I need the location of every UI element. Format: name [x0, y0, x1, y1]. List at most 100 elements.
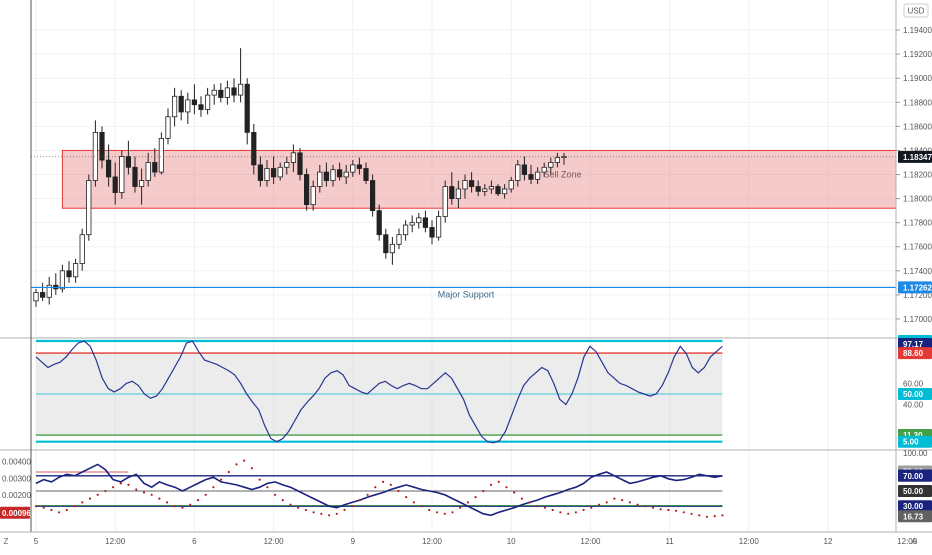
indicator-dot — [266, 486, 269, 489]
candle — [198, 104, 204, 110]
time-tick-label: 5 — [34, 537, 39, 546]
time-tick-label: 12:00 — [105, 537, 126, 546]
indicator-dot — [482, 489, 485, 493]
candle — [402, 224, 409, 236]
candle — [191, 99, 197, 106]
candle — [244, 83, 250, 133]
price-tick-label: 1.17200 — [903, 291, 932, 300]
indicator-main-line — [35, 463, 723, 517]
price-tick-label: 1.17000 — [903, 315, 932, 324]
candle — [224, 87, 230, 98]
indicator-dot — [50, 508, 53, 512]
indicator-dot — [412, 501, 415, 504]
indicator-dot — [204, 493, 207, 496]
indicator-level-badge[interactable] — [898, 500, 932, 513]
time-tick-label: 12 — [824, 537, 833, 546]
last-price-badge[interactable] — [898, 150, 932, 163]
indicator-dot — [613, 497, 616, 500]
candle — [455, 188, 462, 199]
oscillator-tick-label: 40.00 — [903, 401, 924, 410]
indicator-left-tick-label: 0.00400 — [2, 457, 31, 466]
candle — [264, 168, 270, 181]
indicator-level-badge[interactable] — [898, 510, 932, 523]
indicator-dot — [235, 463, 238, 466]
candle — [389, 243, 396, 254]
price-axis[interactable]: 1.194001.192001.190001.188001.186001.184… — [896, 26, 932, 324]
indicator-dot — [358, 499, 361, 502]
indicator-dot — [690, 512, 693, 515]
indicator-dot — [698, 514, 701, 517]
indicator-axis[interactable]: 0.004000.003000.002000.00096100.0075.607… — [0, 449, 932, 523]
candle — [290, 152, 297, 163]
indicator-dot — [166, 501, 169, 504]
candle — [46, 284, 52, 298]
candle — [369, 180, 376, 212]
indicator-dot — [42, 506, 45, 509]
candle — [171, 95, 178, 118]
sell-zone-label: Sell Zone — [544, 169, 582, 179]
candle — [152, 162, 158, 173]
price-tick-label: 1.17800 — [903, 219, 932, 228]
candle — [409, 222, 415, 226]
indicator-left-badge[interactable] — [0, 506, 30, 519]
indicator-dot — [243, 459, 246, 462]
support-price-badge[interactable] — [898, 281, 932, 294]
candle — [204, 94, 211, 110]
candle — [442, 186, 448, 218]
oscillator-level-badge[interactable] — [898, 347, 932, 360]
candle — [112, 176, 118, 193]
indicator-dot — [705, 515, 709, 518]
indicator-left-badge-value: 0.00096 — [2, 509, 31, 518]
oscillator-level-badge[interactable] — [898, 337, 932, 350]
oscillator-level-value: 88.60 — [903, 349, 924, 358]
candle — [488, 186, 495, 190]
indicator-dot — [304, 508, 307, 512]
indicator-dot — [227, 470, 230, 474]
indicator-dot — [682, 511, 685, 514]
oscillator-axis[interactable]: 100.0060.0040.00100.0097.1788.6050.0011.… — [898, 335, 932, 448]
sell-zone-rect[interactable] — [61, 149, 897, 209]
candle — [106, 159, 112, 178]
indicator-level-value: 16.73 — [903, 512, 924, 521]
indicator-dot — [258, 478, 261, 481]
time-axis[interactable]: Z 5 12:00 6 12:00 9 12:00 10 12:00 11 12:00 12 12:00… — [4, 537, 932, 546]
indicator-dot — [320, 512, 323, 515]
candle — [330, 169, 336, 181]
indicator-dot — [489, 483, 493, 486]
indicator-level-badge[interactable] — [898, 469, 932, 482]
candle — [535, 171, 541, 180]
candle — [548, 162, 554, 168]
indicator-level-badge[interactable] — [898, 485, 932, 497]
time-tick-label: 12:00 — [264, 537, 285, 546]
candle — [323, 171, 330, 181]
indicator-dot — [58, 511, 61, 514]
indicator-dot — [428, 508, 431, 512]
indicator-right-tick-label: 100.00 — [903, 449, 928, 458]
indicator-dot — [374, 486, 377, 489]
support-price-value: 1.17262 — [903, 283, 932, 292]
indicator-dot — [96, 493, 99, 496]
indicator-dot — [104, 489, 107, 493]
indicator-dot — [196, 499, 200, 502]
time-tick-label: 12:00 — [739, 537, 760, 546]
candle — [356, 164, 363, 169]
candle — [66, 270, 72, 278]
oscillator-level-value: 97.17 — [903, 340, 924, 349]
candle — [237, 83, 244, 96]
time-tick-label: Z — [4, 537, 9, 546]
indicator-dot — [459, 506, 462, 509]
oscillator-level-badge[interactable] — [898, 435, 932, 448]
candle — [303, 174, 310, 206]
indicator-dot — [397, 489, 400, 493]
currency-selector[interactable] — [903, 3, 929, 18]
indicator-dot — [34, 505, 38, 508]
indicator-dot — [713, 515, 716, 518]
sell-zone[interactable] — [61, 149, 897, 209]
indicator-level-value: 50.00 — [903, 487, 924, 496]
candle — [33, 292, 39, 302]
currency-label[interactable]: USD — [908, 7, 925, 16]
indicator-dot — [81, 501, 84, 504]
oscillator-level-badge[interactable] — [898, 388, 932, 400]
